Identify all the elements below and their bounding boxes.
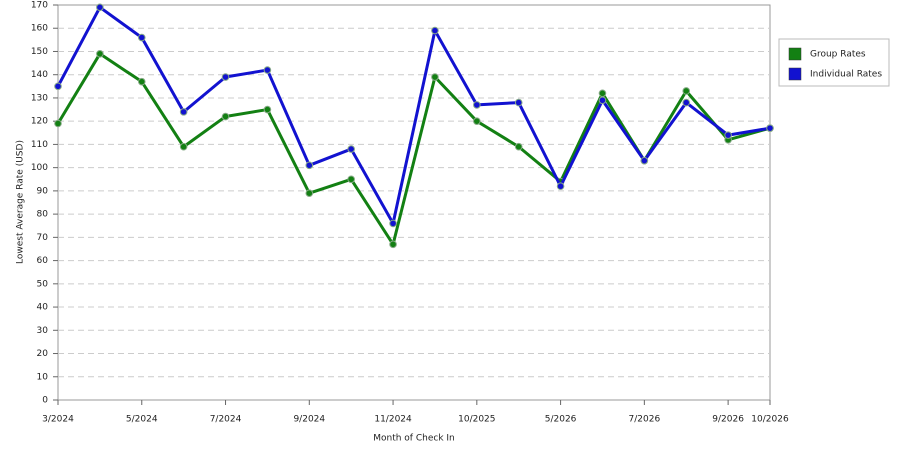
y-tick-label: 20 bbox=[37, 349, 49, 359]
point bbox=[263, 105, 272, 114]
legend-swatch bbox=[788, 47, 802, 61]
point bbox=[96, 3, 104, 12]
point bbox=[514, 98, 523, 107]
point bbox=[305, 189, 314, 198]
x-tick-label: 7/2026 bbox=[629, 415, 661, 425]
point bbox=[682, 87, 691, 95]
point bbox=[347, 145, 355, 153]
series-line bbox=[56, 5, 771, 225]
y-tick-label: 130 bbox=[31, 93, 48, 103]
y-tick-label: 150 bbox=[31, 47, 48, 57]
x-tick-label: 3/2024 bbox=[42, 415, 74, 425]
point bbox=[54, 119, 62, 128]
x-tick-label: 10/2025 bbox=[458, 415, 495, 425]
point bbox=[137, 33, 146, 42]
point bbox=[347, 175, 355, 184]
y-tick-label: 160 bbox=[31, 24, 48, 34]
point bbox=[556, 182, 565, 191]
point bbox=[54, 82, 62, 91]
point bbox=[305, 161, 314, 170]
point bbox=[598, 89, 607, 98]
x-tick-label: 10/2026 bbox=[751, 415, 789, 425]
point bbox=[96, 49, 104, 58]
plot-area bbox=[57, 4, 771, 401]
legend-label: Group Rates bbox=[810, 50, 866, 60]
x-tick-label: 7/2024 bbox=[210, 415, 242, 425]
point bbox=[640, 156, 649, 165]
legend-label: Individual Rates bbox=[810, 70, 882, 80]
x-tick-label: 9/2026 bbox=[712, 415, 744, 425]
point bbox=[724, 131, 732, 139]
point bbox=[473, 117, 481, 125]
y-axis-title: Lowest Average Rate (USD) bbox=[16, 140, 26, 264]
y-tick-label: 80 bbox=[37, 210, 49, 220]
y-tick-label: 40 bbox=[37, 303, 49, 313]
y-tick-label: 140 bbox=[31, 70, 48, 80]
y-tick-label: 60 bbox=[37, 256, 49, 266]
point bbox=[221, 73, 230, 81]
point bbox=[389, 240, 397, 249]
point bbox=[682, 98, 691, 107]
point bbox=[473, 101, 481, 109]
y-tick-label: 90 bbox=[37, 186, 49, 196]
x-tick-label: 5/2024 bbox=[126, 415, 158, 425]
x-tick-label: 9/2024 bbox=[293, 415, 325, 425]
point bbox=[221, 112, 230, 121]
point bbox=[514, 142, 523, 151]
y-tick-label: 50 bbox=[37, 279, 49, 289]
point bbox=[766, 124, 774, 132]
point bbox=[263, 66, 272, 74]
x-tick-label: 5/2026 bbox=[545, 415, 577, 425]
point bbox=[389, 219, 397, 228]
point bbox=[431, 73, 439, 81]
y-tick-label: 70 bbox=[37, 233, 49, 243]
point bbox=[179, 142, 188, 151]
x-tick-label: 11/2024 bbox=[374, 415, 412, 425]
y-tick-label: 170 bbox=[31, 1, 48, 11]
point bbox=[137, 77, 146, 86]
point bbox=[598, 96, 607, 105]
y-tick-label: 30 bbox=[37, 326, 49, 336]
y-tick-label: 10 bbox=[37, 372, 49, 382]
point bbox=[179, 108, 188, 116]
y-tick-label: 0 bbox=[42, 396, 48, 406]
y-tick-label: 120 bbox=[31, 117, 48, 127]
legend-swatch bbox=[788, 67, 802, 81]
y-tick-label: 100 bbox=[31, 163, 48, 173]
y-tick-label: 110 bbox=[31, 140, 48, 150]
x-axis-title: Month of Check In bbox=[373, 434, 455, 444]
point bbox=[431, 26, 439, 35]
